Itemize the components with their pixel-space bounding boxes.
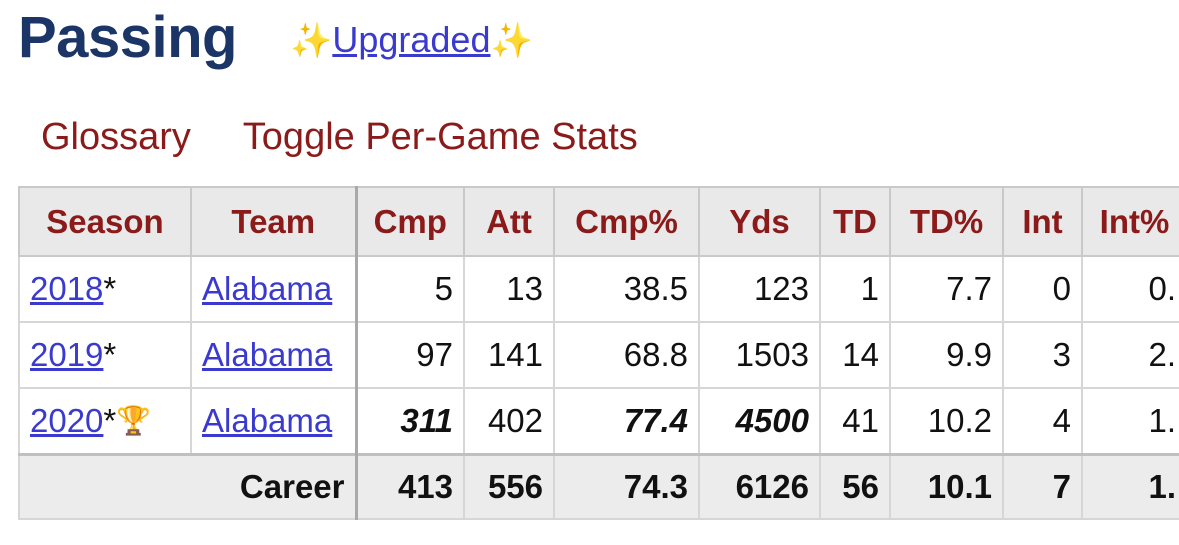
cmp-cell: 5: [354, 255, 465, 323]
marker: *: [103, 270, 117, 307]
season-cell: 2019*: [18, 321, 192, 389]
upgraded-badge: ✨Upgraded✨: [290, 14, 533, 67]
table-row: 2018* Alabama 5 13 38.5 123 1 7.7 0 0.: [18, 255, 1179, 323]
td-cell: 1: [819, 255, 891, 323]
team-link[interactable]: Alabama: [202, 402, 333, 439]
passing-table-wrapper[interactable]: Season Team Cmp Att Cmp% Yds TD TD% Int …: [18, 186, 1179, 520]
career-cmp: 413: [354, 453, 465, 520]
int-cell: 3: [1002, 321, 1083, 389]
int-pct-cell: 1.: [1081, 387, 1179, 456]
marker: *: [103, 402, 117, 439]
career-yds: 6126: [698, 453, 821, 520]
col-header-int-pct[interactable]: Int%: [1081, 186, 1179, 257]
upgraded-link[interactable]: Upgraded: [332, 19, 491, 60]
td-pct-cell: 7.7: [889, 255, 1004, 323]
int-pct-cell: 0.: [1081, 255, 1179, 323]
td-cell: 14: [819, 321, 891, 389]
career-int: 7: [1002, 453, 1083, 520]
cmp-cell: 97: [354, 321, 465, 389]
career-int-pct: 1.: [1081, 453, 1179, 520]
sparkle-icon: ✨: [290, 22, 333, 60]
passing-table: Season Team Cmp Att Cmp% Yds TD TD% Int …: [18, 186, 1179, 520]
marker: *: [103, 336, 117, 373]
att-cell: 13: [463, 255, 555, 323]
table-links: Glossary Toggle Per-Game Stats: [41, 112, 680, 162]
yds-cell: 123: [698, 255, 821, 323]
season-link[interactable]: 2020: [30, 402, 104, 439]
col-header-int[interactable]: Int: [1002, 186, 1083, 257]
season-cell: 2018*: [18, 255, 192, 323]
td-pct-cell: 9.9: [889, 321, 1004, 389]
td-pct-cell: 10.2: [889, 387, 1004, 456]
int-cell: 4: [1002, 387, 1083, 456]
table-row: 2019* Alabama 97 141 68.8 1503 14 9.9 3 …: [18, 321, 1179, 389]
att-cell: 141: [463, 321, 555, 389]
career-cmp-pct: 74.3: [553, 453, 700, 520]
cmp-pct-cell: 77.4: [553, 387, 700, 456]
sparkle-icon: ✨: [490, 22, 533, 60]
team-cell: Alabama: [190, 321, 357, 389]
col-header-td[interactable]: TD: [819, 186, 891, 257]
col-header-td-pct[interactable]: TD%: [889, 186, 1004, 257]
col-header-cmp-pct[interactable]: Cmp%: [553, 186, 700, 257]
col-header-cmp[interactable]: Cmp: [354, 186, 465, 257]
career-td-pct: 10.1: [889, 453, 1004, 520]
team-link[interactable]: Alabama: [202, 336, 333, 373]
trophy-icon: 🏆: [116, 405, 152, 436]
table-header-row: Season Team Cmp Att Cmp% Yds TD TD% Int …: [18, 186, 1179, 257]
section-title: Passing: [18, 5, 237, 70]
career-td: 56: [819, 453, 891, 520]
col-header-team[interactable]: Team: [190, 186, 357, 257]
glossary-link[interactable]: Glossary: [41, 116, 191, 158]
col-header-season[interactable]: Season: [18, 186, 192, 257]
toggle-per-game-link[interactable]: Toggle Per-Game Stats: [242, 116, 638, 158]
col-header-yds[interactable]: Yds: [698, 186, 821, 257]
season-link[interactable]: 2018: [30, 270, 104, 307]
season-link[interactable]: 2019: [30, 336, 104, 373]
td-cell: 41: [819, 387, 891, 456]
career-row: Career 413 556 74.3 6126 56 10.1 7 1.: [18, 453, 1179, 520]
team-cell: Alabama: [190, 255, 357, 323]
season-cell: 2020*🏆: [18, 387, 192, 456]
col-header-att[interactable]: Att: [463, 186, 555, 257]
int-pct-cell: 2.: [1081, 321, 1179, 389]
yds-cell: 1503: [698, 321, 821, 389]
att-cell: 402: [463, 387, 555, 456]
team-cell: Alabama: [190, 387, 357, 456]
team-link[interactable]: Alabama: [202, 270, 333, 307]
int-cell: 0: [1002, 255, 1083, 323]
career-label: Career: [18, 453, 357, 520]
career-att: 556: [463, 453, 555, 520]
cmp-cell: 311: [354, 387, 465, 456]
yds-cell: 4500: [698, 387, 821, 456]
table-row: 2020*🏆 Alabama 311 402 77.4 4500 41 10.2…: [18, 387, 1179, 456]
cmp-pct-cell: 38.5: [553, 255, 700, 323]
cmp-pct-cell: 68.8: [553, 321, 700, 389]
